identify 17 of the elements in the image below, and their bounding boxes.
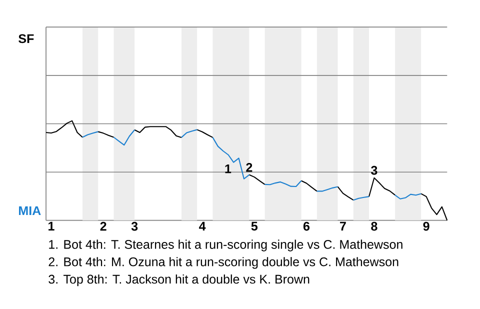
x-tick-label: 4: [199, 222, 206, 230]
text: MIA: [19, 206, 41, 215]
x-tick-label: 1: [48, 222, 54, 230]
x-tick-label: 7: [340, 222, 346, 230]
text: 3. Top 8th: T. Jackson hit a double vs K. Brown: [48, 274, 310, 286]
text: 2. Bot 4th: M. Ozuna hit a run-scoring double vs C. Mathewson: [48, 256, 398, 269]
x-tick-label: 3: [131, 222, 138, 231]
text: 1. Bot 4th: T. Stearnes hit a run-scoring single vs C. Mathewson: [49, 240, 402, 252]
x-tick-label: 9: [423, 222, 430, 231]
x-tick-label: 8: [371, 222, 378, 231]
annotation: 1: [225, 164, 232, 173]
x-tick-label: 6: [303, 222, 310, 231]
text: SF: [18, 34, 34, 43]
annotation: 2: [246, 162, 252, 172]
x-tick-label: 5: [251, 222, 258, 230]
x-tick-label: 2: [100, 222, 106, 230]
annotation: 3: [371, 166, 378, 175]
